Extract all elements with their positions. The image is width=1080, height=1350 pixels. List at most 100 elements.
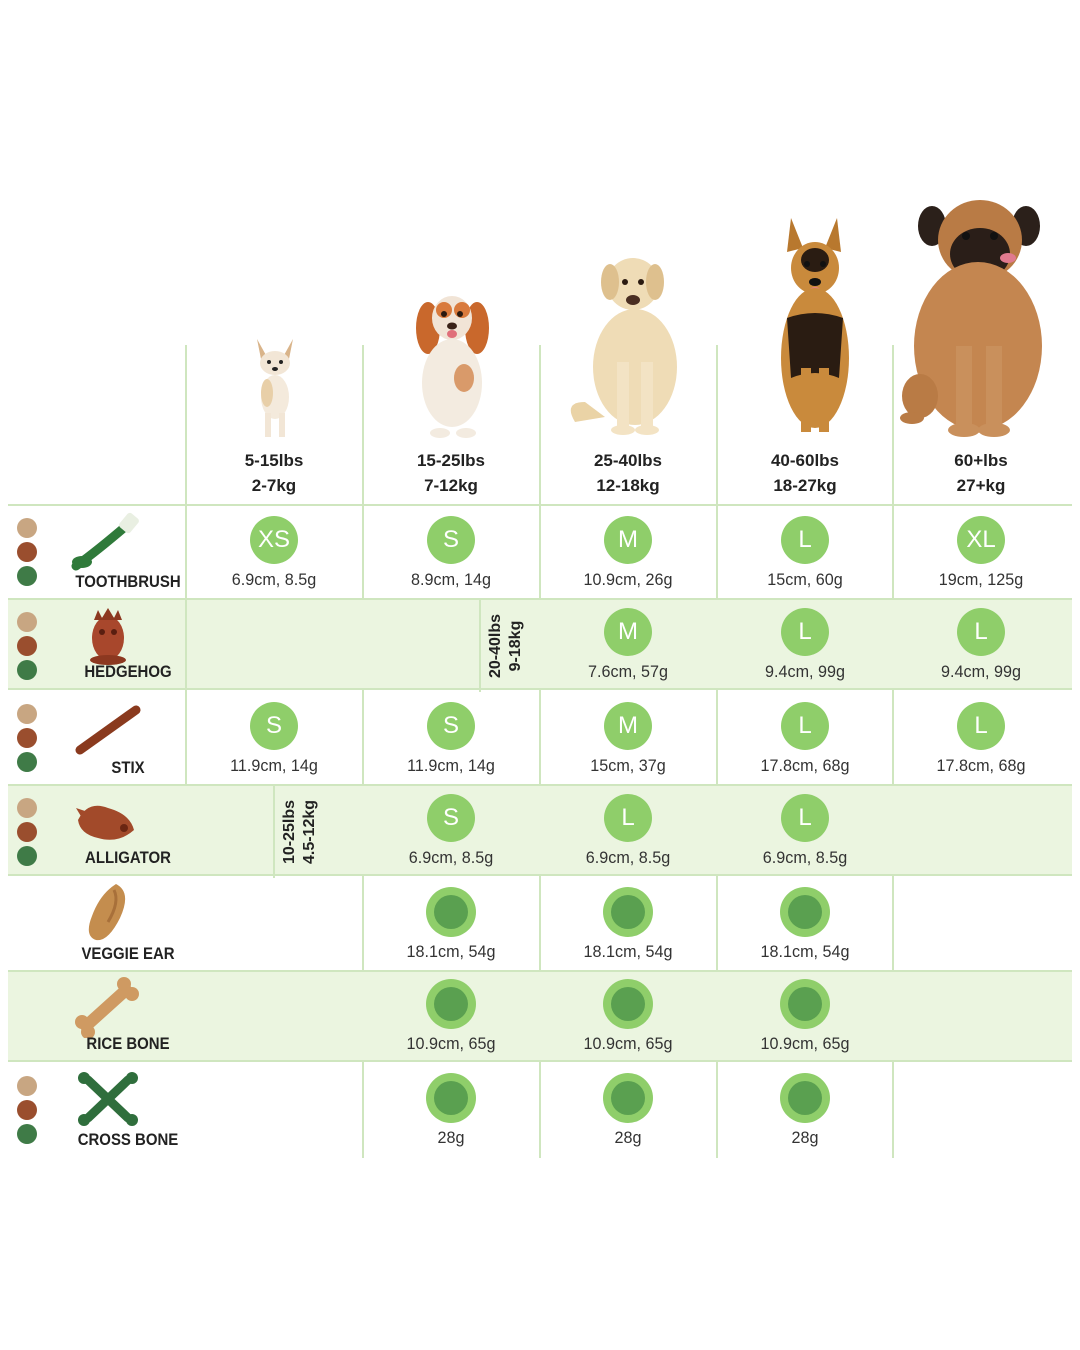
product-row-hedgehog: HEDGEHOG 20-40lbs 9-18kg M 7.6cm, 57g L 9… (8, 598, 1072, 692)
size-details: 10.9cm, 65g (583, 1034, 673, 1053)
product-row-veggie-ear: VEGGIE EAR 18.1cm, 54g 18.1cm, 54g 18.1c… (8, 878, 1072, 970)
range-lbs: 10-25lbs (281, 799, 298, 865)
size-badge: XS (250, 516, 298, 564)
product-name: TOOTHBRUSH (75, 572, 181, 591)
size-details: 15cm, 60g (767, 570, 843, 589)
size-details: 6.9cm, 8.5g (231, 570, 317, 589)
size-cell: L 6.9cm, 8.5g (717, 784, 893, 876)
size-cell: 10.9cm, 65g (717, 970, 893, 1062)
size-cell: 28g (540, 1064, 716, 1156)
column-divider (185, 345, 187, 505)
color-options (17, 612, 39, 684)
range-lbs: 20-40lbs (487, 613, 504, 679)
product-row-cross-bone: CROSS BONE 28g 28g 28g (8, 1064, 1072, 1156)
color-options (17, 798, 39, 870)
column-divider (892, 345, 894, 1158)
size-cell: S 11.9cm, 14g (363, 692, 539, 784)
weight-lbs: 60+lbs (954, 451, 1008, 470)
size-ring (780, 979, 830, 1029)
beige-color-dot (17, 1076, 37, 1096)
mastiff-image (900, 200, 1042, 437)
green-color-dot (17, 1124, 37, 1144)
color-options (17, 518, 39, 590)
size-cell: L 6.9cm, 8.5g (540, 784, 716, 876)
size-ring (426, 1073, 476, 1123)
brown-color-dot (17, 542, 37, 562)
size-details: 17.8cm, 68g (760, 756, 850, 775)
column-divider (362, 345, 364, 1158)
header-divider (8, 504, 1072, 506)
size-cell: S 11.9cm, 14g (186, 692, 362, 784)
size-details: 9.4cm, 99g (941, 662, 1021, 681)
size-badge: M (604, 608, 652, 656)
green-color-dot (17, 846, 37, 866)
size-ring (603, 1073, 653, 1123)
size-column-header: 15-25lbs 7-12kg (363, 448, 539, 498)
size-details: 8.9cm, 14g (411, 570, 491, 589)
size-badge: S (427, 794, 475, 842)
size-cell: XS 6.9cm, 8.5g (186, 506, 362, 598)
size-cell: 10.9cm, 65g (540, 970, 716, 1062)
rice-bone-icon (75, 977, 139, 1038)
stick-icon (75, 705, 141, 755)
size-badge: M (604, 516, 652, 564)
size-badge: S (427, 516, 475, 564)
toothbrush-icon (71, 512, 139, 571)
product-row-rice-bone: RICE BONE 10.9cm, 65g 10.9cm, 65g 10.9cm… (8, 970, 1072, 1062)
size-column-header: 60+lbs 27+kg (893, 448, 1069, 498)
size-cell: L 17.8cm, 68g (893, 692, 1069, 784)
weight-kg: 27+kg (956, 476, 1006, 495)
size-cell: 28g (717, 1064, 893, 1156)
size-column-header: 5-15lbs 2-7kg (186, 448, 362, 498)
size-cell: L 9.4cm, 99g (717, 598, 893, 690)
size-details: 28g (437, 1128, 465, 1147)
size-badge: L (781, 516, 829, 564)
size-column-header: 25-40lbs 12-18kg (540, 448, 716, 498)
brown-color-dot (17, 728, 37, 748)
size-column-header: 40-60lbs 18-27kg (717, 448, 893, 498)
product-row-toothbrush: TOOTHBRUSH XS 6.9cm, 8.5g S 8.9cm, 14g M… (8, 506, 1072, 598)
size-cell: 10.9cm, 65g (363, 970, 539, 1062)
weight-kg: 2-7kg (251, 476, 297, 495)
size-details: 6.9cm, 8.5g (585, 848, 671, 867)
brown-color-dot (17, 636, 37, 656)
product-name: HEDGEHOG (84, 662, 172, 681)
alligator-icon (76, 805, 134, 840)
color-options (17, 704, 39, 776)
size-range-tag: 10-25lbs 4.5-12kg (276, 786, 324, 878)
size-details: 28g (614, 1128, 642, 1147)
column-divider (539, 345, 541, 1158)
size-details: 17.8cm, 68g (936, 756, 1026, 775)
size-ring (426, 887, 476, 937)
product-name: RICE BONE (86, 1034, 170, 1053)
weight-lbs: 25-40lbs (593, 451, 663, 470)
weight-lbs: 5-15lbs (244, 451, 304, 470)
product-name: CROSS BONE (77, 1130, 179, 1149)
weight-kg: 18-27kg (773, 476, 837, 495)
weight-kg: 7-12kg (424, 476, 478, 495)
column-divider (716, 345, 718, 1158)
brown-color-dot (17, 1100, 37, 1120)
green-color-dot (17, 752, 37, 772)
hedgehog-icon (90, 608, 126, 665)
size-ring (603, 887, 653, 937)
beige-color-dot (17, 612, 37, 632)
brown-color-dot (17, 822, 37, 842)
size-details: 18.1cm, 54g (406, 942, 496, 961)
size-ring (780, 887, 830, 937)
size-badge: S (250, 702, 298, 750)
size-badge: L (781, 794, 829, 842)
cocker-spaniel-image (416, 296, 489, 438)
range-kg: 4.5-12kg (301, 799, 318, 865)
size-badge: S (427, 702, 475, 750)
size-cell: 18.1cm, 54g (363, 878, 539, 970)
column-divider (185, 506, 187, 786)
product-name: STIX (111, 758, 145, 777)
weight-lbs: 40-60lbs (770, 451, 840, 470)
beige-color-dot (17, 518, 37, 538)
size-details: 10.9cm, 65g (760, 1034, 850, 1053)
size-badge: L (781, 608, 829, 656)
size-badge: L (957, 702, 1005, 750)
size-cell: 18.1cm, 54g (540, 878, 716, 970)
